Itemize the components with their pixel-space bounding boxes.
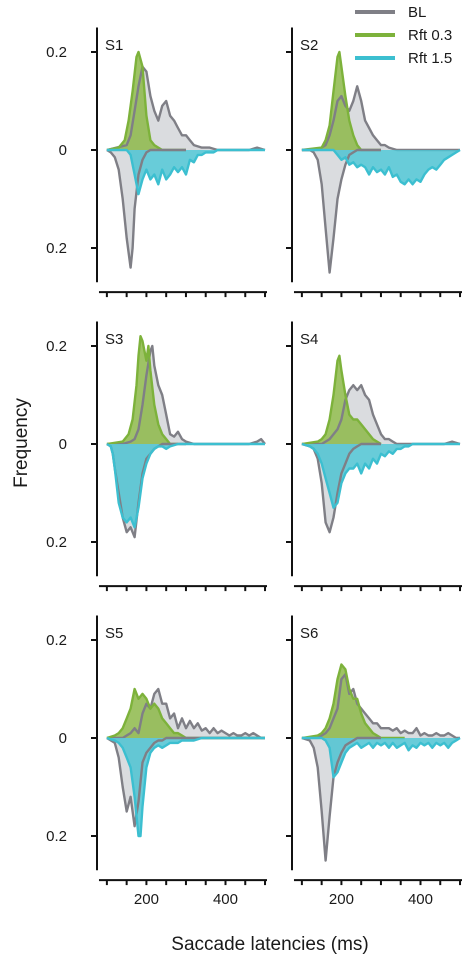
line-rft15-down — [301, 148, 461, 186]
line-rft03-up — [106, 335, 178, 446]
line-bl-up — [301, 673, 460, 740]
y-axis-title: Frequency — [11, 398, 32, 488]
line-bl-down — [301, 736, 381, 862]
y-tick-label: 0 — [59, 436, 67, 453]
line-rft03-up — [301, 50, 381, 152]
line-rft15-down — [301, 442, 460, 509]
legend: BL Rft 0.3 Rft 1.5 — [355, 4, 452, 67]
x-axis-title: Saccade latencies (ms) — [171, 934, 368, 955]
panel-s3: 0.2 0 0.2 S3 — [46, 321, 267, 592]
area-rft03-up — [106, 336, 178, 444]
area-rft03-up — [301, 355, 381, 444]
area-bl-down — [106, 150, 186, 268]
area-bl-down — [301, 738, 381, 861]
line-bl-down — [301, 442, 381, 534]
area-rft15-down — [301, 738, 460, 778]
x-tick-label: 400 — [408, 891, 433, 908]
x-tick-label: 400 — [213, 891, 238, 908]
panel-s4: S4 — [286, 321, 462, 592]
area-rft03-up — [301, 664, 405, 738]
y-tick-label: 0.2 — [46, 44, 67, 61]
y-tick-label: 0.2 — [46, 632, 67, 649]
panels-group: 0.2 0 0.2 S1 S2 0.2 0 0.2 S3 S4 0.2 0 0.2 200 400 S5 200… — [46, 27, 462, 908]
y-tick-label: 0.2 — [46, 240, 67, 257]
panel-label: S2 — [300, 37, 318, 54]
line-rft15-down — [106, 442, 265, 529]
line-rft15-down — [106, 148, 265, 196]
panel-label: S4 — [300, 331, 318, 348]
panel-label: S3 — [105, 331, 123, 348]
y-tick-label: 0 — [59, 142, 67, 159]
area-rft15-down — [106, 738, 266, 836]
x-tick-label: 200 — [329, 891, 354, 908]
y-tick-label: 0.2 — [46, 338, 67, 355]
panel-s1: 0.2 0 0.2 S1 — [46, 27, 267, 298]
area-rft15-down — [106, 444, 266, 528]
panel-label: S6 — [300, 625, 318, 642]
panel-s6: 200 400 S6 — [286, 615, 462, 908]
line-rft15-down — [106, 736, 265, 838]
area-rft15-down — [301, 444, 460, 508]
panel-s5: 0.2 0 0.2 200 400 S5 — [46, 615, 267, 908]
x-tick-label: 200 — [134, 891, 159, 908]
panel-label: S5 — [105, 625, 123, 642]
y-tick-label: 0 — [59, 730, 67, 747]
legend-label-rft15: Rft 1.5 — [408, 50, 452, 67]
area-rft03-up — [106, 52, 186, 150]
area-rft03-up — [301, 52, 381, 150]
line-rft15-down — [301, 736, 461, 779]
panel-s2: S2 — [286, 27, 462, 298]
line-bl-down — [106, 148, 186, 269]
legend-label-rft03: Rft 0.3 — [408, 27, 452, 44]
legend-label-bl: BL — [408, 4, 426, 21]
panel-label: S1 — [105, 37, 123, 54]
line-bl-down — [301, 148, 381, 274]
y-tick-label: 0.2 — [46, 534, 67, 551]
line-rft03-up — [301, 354, 382, 446]
line-bl-up — [106, 687, 265, 740]
y-tick-label: 0.2 — [46, 828, 67, 845]
